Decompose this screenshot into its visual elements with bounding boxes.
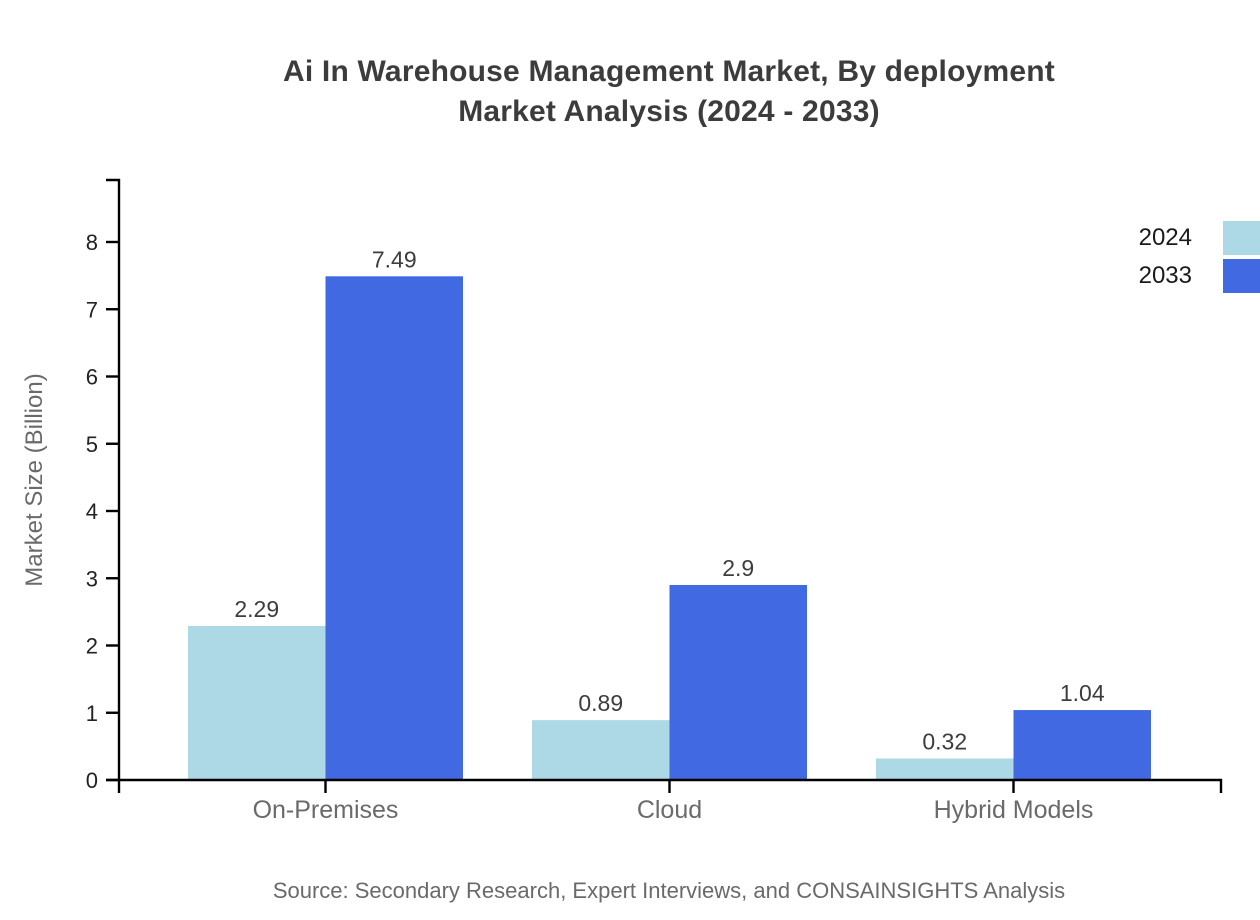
y-tick-label: 8 — [86, 230, 98, 255]
bar-value-label: 1.04 — [1060, 680, 1105, 706]
legend-label: 2033 — [1138, 262, 1192, 289]
y-tick-label: 1 — [86, 701, 98, 726]
bar-2024-hybrid-models — [876, 758, 1014, 780]
category-label: Cloud — [637, 796, 702, 824]
legend-swatch — [1223, 221, 1260, 255]
bar-value-label: 0.89 — [578, 690, 623, 716]
chart-title-line1: Ai In Warehouse Management Market, By de… — [283, 55, 1055, 88]
bar-2033-hybrid-models — [1013, 710, 1151, 780]
legend: 2024 2033 — [1139, 221, 1260, 297]
legend-label: 2024 — [1138, 224, 1192, 251]
y-tick-label: 5 — [86, 432, 98, 457]
y-tick-label: 6 — [86, 365, 98, 390]
bar-value-label: 2.29 — [234, 596, 279, 622]
bar-2024-cloud — [532, 720, 670, 780]
y-tick-label: 3 — [86, 566, 98, 591]
bar-value-label: 2.9 — [722, 555, 754, 581]
category-label: Hybrid Models — [934, 796, 1094, 824]
y-tick-label: 7 — [86, 297, 98, 322]
bar-value-label: 7.49 — [372, 246, 417, 272]
y-tick-label: 0 — [86, 768, 98, 793]
bar-value-label: 0.32 — [922, 728, 967, 754]
y-tick-label: 2 — [86, 634, 98, 659]
category-label: On-Premises — [253, 796, 399, 824]
bar-2033-on-premises — [325, 276, 463, 780]
chart-title: Ai In Warehouse Management Market, By de… — [78, 52, 1260, 132]
y-axis-line — [106, 178, 121, 793]
bar-2033-cloud — [669, 584, 807, 780]
x-axis-line — [106, 778, 1223, 793]
bar-2024-on-premises — [188, 625, 326, 780]
legend-item-2033: 2033 — [1139, 259, 1260, 293]
legend-swatch — [1223, 259, 1260, 293]
legend-item-2024: 2024 — [1139, 221, 1260, 255]
chart-title-line2: Market Analysis (2024 - 2033) — [458, 95, 880, 128]
source-note: Source: Secondary Research, Expert Inter… — [272, 878, 1066, 903]
y-tick-label: 4 — [86, 499, 98, 524]
